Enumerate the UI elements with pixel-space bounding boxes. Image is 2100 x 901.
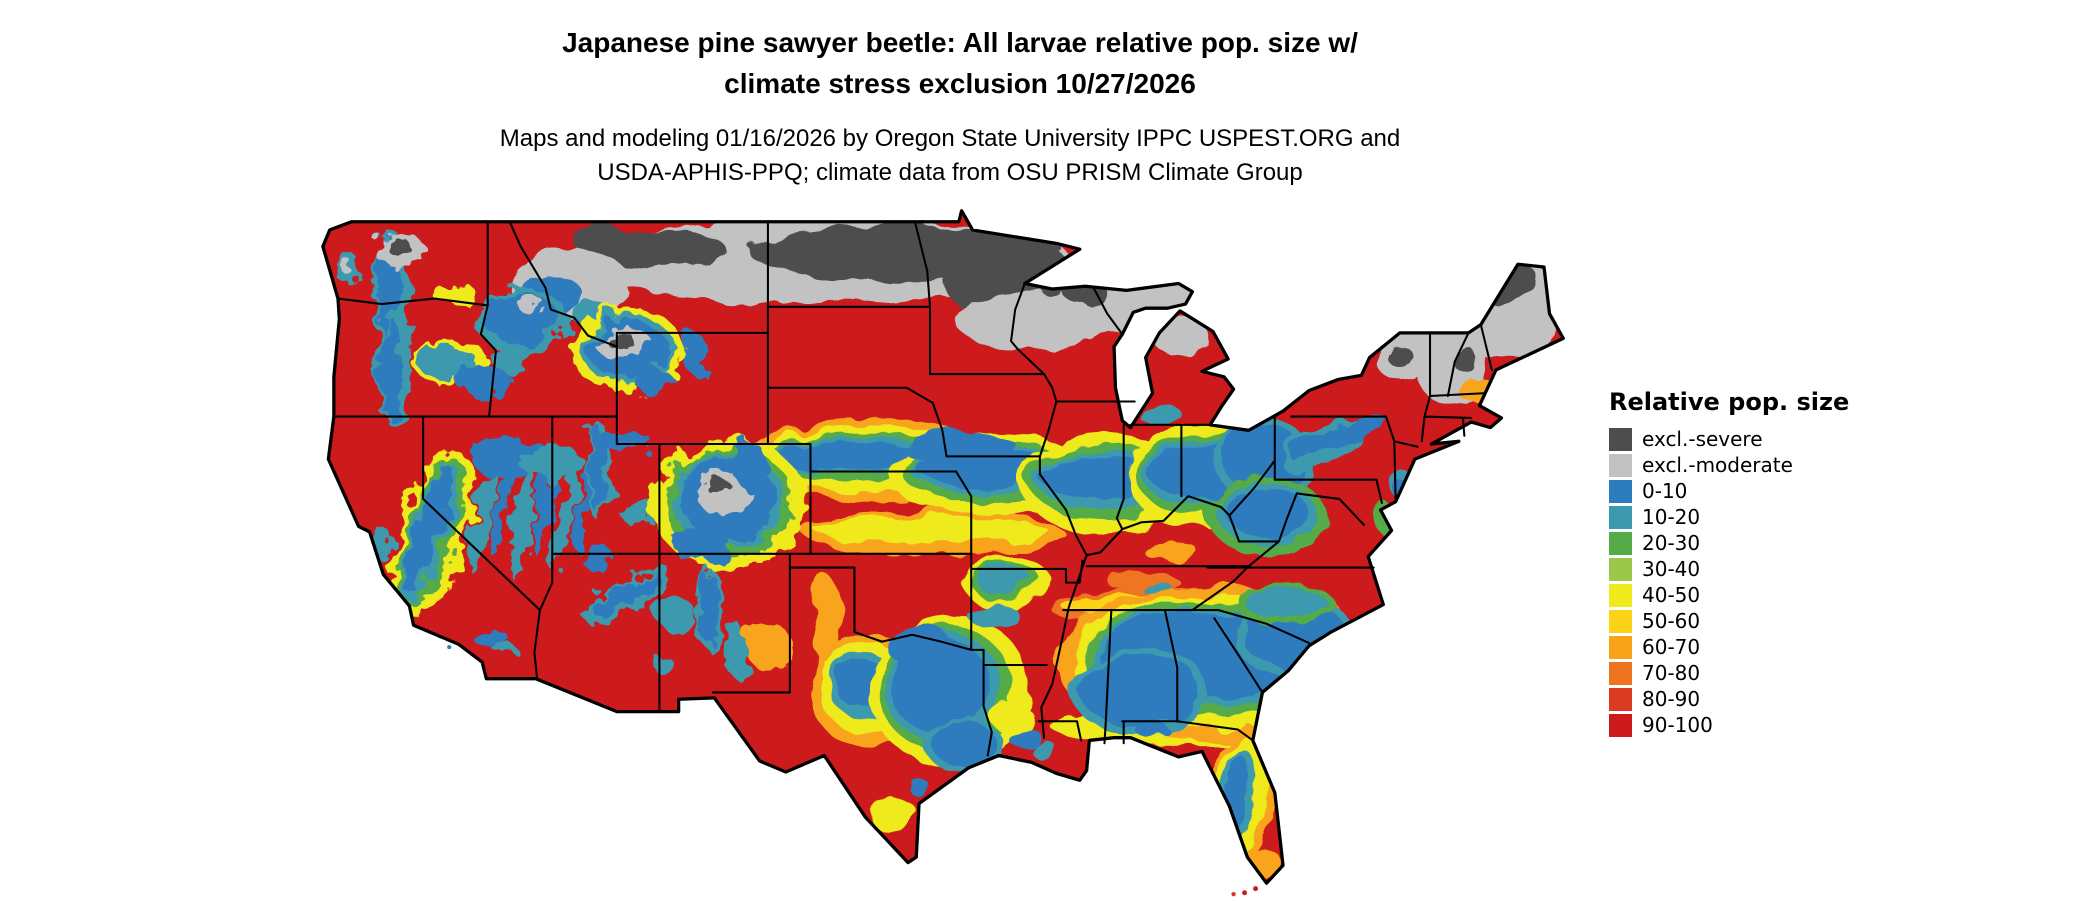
- legend-swatch: [1609, 583, 1632, 607]
- legend-label: 20-30: [1642, 530, 1701, 555]
- legend-swatch: [1609, 531, 1632, 555]
- legend-swatch: [1609, 505, 1632, 529]
- legend-item: 60-70: [1609, 634, 1849, 660]
- legend-title: Relative pop. size: [1609, 388, 1850, 416]
- page-title: Japanese pine sawyer beetle: All larvae …: [260, 22, 1660, 104]
- legend-swatch: [1609, 427, 1632, 451]
- legend-label: 90-100: [1642, 712, 1713, 737]
- legend-swatch: [1609, 635, 1632, 659]
- legend: Relative pop. size excl.-severe excl.-mod…: [1609, 388, 1849, 738]
- legend-item: 90-100: [1609, 712, 1849, 738]
- legend-item: excl.-severe: [1609, 426, 1849, 452]
- legend-item: 50-60: [1609, 608, 1849, 634]
- us-outline: [321, 209, 1565, 885]
- legend-label: 60-70: [1642, 634, 1701, 659]
- us-map-svg: [321, 209, 1565, 897]
- title-line-1: Japanese pine sawyer beetle: All larvae …: [562, 27, 1358, 58]
- legend-label: excl.-severe: [1642, 426, 1763, 451]
- page-subtitle: Maps and modeling 01/16/2026 by Oregon S…: [250, 122, 1650, 190]
- legend-label: 30-40: [1642, 556, 1701, 581]
- legend-label: 10-20: [1642, 504, 1701, 529]
- legend-label: 50-60: [1642, 608, 1701, 633]
- legend-swatch: [1609, 557, 1632, 581]
- legend-label: 0-10: [1642, 478, 1688, 503]
- legend-item: 30-40: [1609, 556, 1849, 582]
- legend-item: 40-50: [1609, 582, 1849, 608]
- legend-label: 80-90: [1642, 686, 1701, 711]
- legend-label: 70-80: [1642, 660, 1701, 685]
- legend-swatch: [1609, 661, 1632, 685]
- legend-swatch: [1609, 609, 1632, 633]
- title-line-2: climate stress exclusion 10/27/2026: [724, 68, 1196, 99]
- us-map: [316, 208, 1566, 901]
- legend-items: excl.-severe excl.-moderate 0-10 10-20 20-30…: [1609, 426, 1849, 738]
- subtitle-line-2: USDA-APHIS-PPQ; climate data from OSU PR…: [597, 159, 1303, 186]
- state-borders: [332, 220, 1493, 757]
- legend-label: 40-50: [1642, 582, 1701, 607]
- legend-item: excl.-moderate: [1609, 452, 1849, 478]
- legend-item: 0-10: [1609, 478, 1849, 504]
- legend-item: 70-80: [1609, 660, 1849, 686]
- legend-swatch: [1609, 479, 1632, 503]
- legend-swatch: [1609, 453, 1632, 477]
- legend-item: 10-20: [1609, 504, 1849, 530]
- subtitle-line-1: Maps and modeling 01/16/2026 by Oregon S…: [499, 125, 1401, 152]
- legend-swatch: [1609, 713, 1632, 737]
- legend-item: 20-30: [1609, 530, 1849, 556]
- legend-label: excl.-moderate: [1642, 452, 1793, 477]
- legend-item: 80-90: [1609, 686, 1849, 712]
- raster-west-mottle: [335, 229, 807, 676]
- legend-swatch: [1609, 687, 1632, 711]
